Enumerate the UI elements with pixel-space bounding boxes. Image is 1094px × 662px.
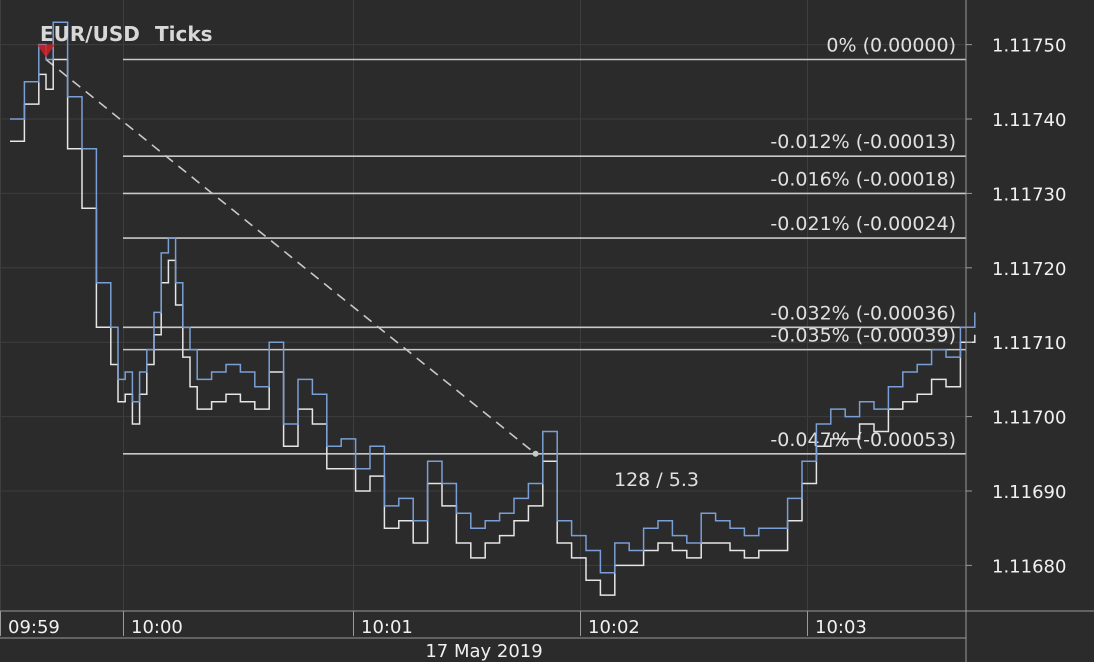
end-marker-icon [532,450,539,457]
series-group [10,21,976,596]
y-tick-label: 1.11750 [992,36,1066,57]
fib-level-label: -0.047% (-0.00053) [770,429,956,451]
trend-line[interactable] [45,58,537,455]
x-tick-label: 10:03 [815,617,867,638]
x-axis-ticks: 09:59 10:00 10:01 10:02 10:03 [0,611,867,638]
x-tick-label: 10:02 [588,617,640,638]
y-tick-label: 1.11700 [992,408,1066,429]
series-line-ask [10,21,976,574]
fib-level-label: -0.035% (-0.00039) [770,325,956,347]
y-tick-label: 1.11740 [992,110,1066,131]
fib-level-label: -0.032% (-0.00036) [770,302,956,324]
fib-level-label: -0.016% (-0.00018) [770,168,956,190]
x-tick-label: 10:00 [131,617,183,638]
y-tick-label: 1.11680 [992,556,1066,577]
trend-dashed-line[interactable] [45,58,537,455]
y-tick-label: 1.11690 [992,482,1066,503]
fib-level-label: -0.021% (-0.00024) [770,213,956,235]
fib-level-label: 0% (0.00000) [826,35,956,57]
y-axis-ticks: 1.11750 1.11740 1.11730 1.11720 1.11710 1.117… [966,36,1066,577]
fib-level-label: -0.012% (-0.00013) [770,131,956,153]
measure-label: 128 / 5.3 [614,469,699,491]
y-tick-label: 1.11710 [992,333,1066,354]
markers [37,44,539,457]
start-marker-icon [37,44,55,58]
x-tick-label: 09:59 [8,617,60,638]
chart-title: EUR/USD [40,22,140,46]
x-tick-label: 10:01 [361,617,413,638]
chart-title-suffix: Ticks [155,22,213,46]
y-tick-label: 1.11720 [992,259,1066,280]
date-label: 17 May 2019 [425,641,542,662]
y-tick-label: 1.11730 [992,184,1066,205]
